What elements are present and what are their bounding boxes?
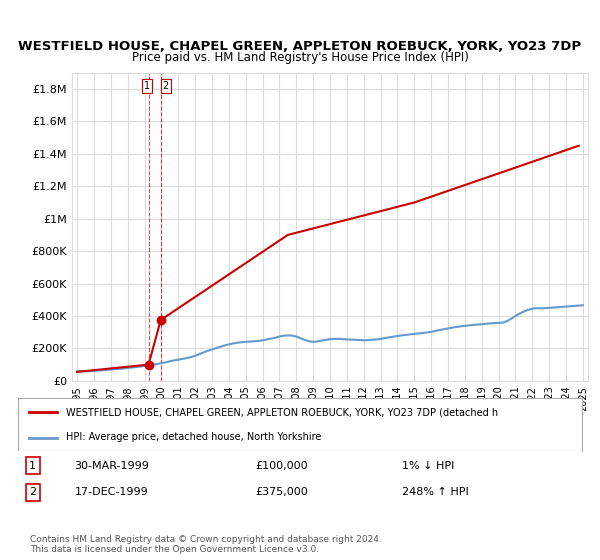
Text: 248% ↑ HPI: 248% ↑ HPI [401, 487, 468, 497]
Text: £375,000: £375,000 [255, 487, 308, 497]
Text: 1: 1 [29, 460, 36, 470]
Text: WESTFIELD HOUSE, CHAPEL GREEN, APPLETON ROEBUCK, YORK, YO23 7DP: WESTFIELD HOUSE, CHAPEL GREEN, APPLETON … [19, 40, 581, 53]
Text: 2: 2 [163, 81, 169, 91]
Text: 1: 1 [144, 81, 150, 91]
Text: Price paid vs. HM Land Registry's House Price Index (HPI): Price paid vs. HM Land Registry's House … [131, 52, 469, 64]
Text: 1% ↓ HPI: 1% ↓ HPI [401, 460, 454, 470]
Text: Contains HM Land Registry data © Crown copyright and database right 2024.
This d: Contains HM Land Registry data © Crown c… [30, 535, 382, 554]
Text: 30-MAR-1999: 30-MAR-1999 [74, 460, 149, 470]
Text: 17-DEC-1999: 17-DEC-1999 [74, 487, 148, 497]
Text: HPI: Average price, detached house, North Yorkshire: HPI: Average price, detached house, Nort… [66, 432, 322, 442]
Text: WESTFIELD HOUSE, CHAPEL GREEN, APPLETON ROEBUCK, YORK, YO23 7DP (detached h: WESTFIELD HOUSE, CHAPEL GREEN, APPLETON … [66, 408, 498, 418]
Text: 2: 2 [29, 487, 37, 497]
Text: £100,000: £100,000 [255, 460, 308, 470]
